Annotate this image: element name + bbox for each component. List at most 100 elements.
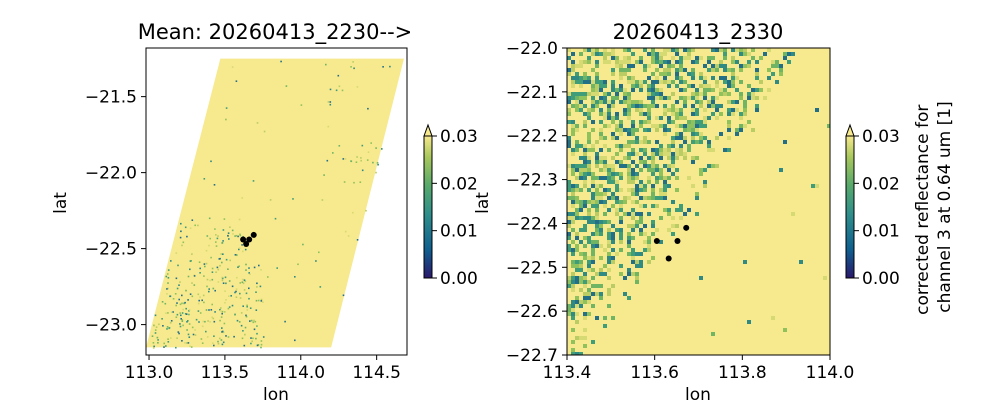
right-noise-pixel [755,60,759,64]
right-noise-pixel [583,284,587,288]
right-noise-pixel [675,148,679,152]
right-noise-pixel [703,168,707,172]
right-noise-pixel [583,104,587,108]
right-noise-pixel [651,196,655,200]
right-noise-pixel [567,136,571,140]
left-noise-pixel [256,344,259,347]
right-noise-pixel [611,132,615,136]
left-colorbar: 0.000.010.020.03 [423,123,478,289]
right-noise-pixel [591,176,595,180]
right-noise-pixel [571,132,575,136]
right-noise-pixel [595,204,599,208]
right-noise-pixel [659,196,663,200]
right-noise-pixel [579,300,583,304]
right-noise-pixel [655,76,659,80]
right-noise-pixel [611,316,615,320]
right-noise-pixel [611,260,615,264]
left-noise-pixel [356,239,359,241]
left-noise-pixel [205,249,208,252]
right-noise-pixel [599,156,603,160]
right-noise-pixel [615,180,619,184]
right-noise-pixel [747,60,751,64]
right-noise-pixel [691,184,695,188]
right-noise-pixel [599,148,603,152]
left-noise-pixel [221,327,223,329]
left-noise-pixel [166,326,169,328]
right-noise-pixel [583,112,587,116]
left-noise-pixel [197,293,200,296]
right-noise-pixel [655,152,659,156]
right-noise-pixel [607,232,611,236]
left-noise-pixel [300,104,303,106]
right-noise-pixel [643,104,647,108]
right-noise-pixel [591,256,595,260]
left-noise-pixel [186,329,188,331]
right-noise-pixel [619,188,623,192]
right-noise-pixel [567,216,571,220]
right-noise-pixel [631,124,635,128]
right-noise-pixel [643,204,647,208]
right-noise-pixel [635,276,639,280]
right-noise-pixel [639,148,643,152]
right-noise-pixel [595,60,599,64]
right-noise-pixel [603,200,607,204]
right-noise-pixel [579,64,583,68]
right-noise-pixel [647,128,651,132]
right-noise-pixel [583,60,587,64]
right-noise-pixel [663,164,667,168]
left-noise-pixel [186,342,188,344]
right-noise-pixel [611,196,615,200]
right-noise-pixel [595,156,599,160]
right-noise-pixel [647,116,651,120]
left-noise-pixel [194,329,196,331]
right-noise-pixel [579,104,583,108]
left-noise-pixel [217,281,220,283]
left-noise-pixel [347,235,350,237]
left-noise-pixel [215,245,218,247]
right-noise-pixel [631,192,635,196]
right-noise-pixel [651,168,655,172]
right-noise-pixel [583,160,587,164]
left-noise-pixel [207,320,209,322]
left-noise-pixel [212,342,214,344]
right-noise-pixel [631,252,635,256]
right-noise-pixel [771,72,775,76]
right-noise-pixel [567,232,571,236]
left-noise-pixel [209,279,211,282]
right-noise-pixel [707,104,711,108]
left-noise-pixel [176,313,179,316]
left-noise-pixel [269,199,272,201]
right-noise-pixel [635,100,639,104]
right-noise-pixel [671,232,675,236]
right-noise-pixel [623,88,627,92]
right-noise-pixel [607,240,611,244]
right-noise-pixel [711,88,715,92]
right-noise-pixel [679,88,683,92]
right-noise-pixel [579,352,583,355]
right-noise-pixel [567,112,571,116]
left-noise-pixel [294,276,296,278]
right-noise-pixel [599,176,603,180]
right-noise-pixel [659,124,663,128]
left-noise-pixel [318,251,320,254]
right-noise-pixel [655,92,659,96]
right-noise-pixel [743,112,747,116]
right-noise-pixel [699,172,703,176]
right-noise-pixel [579,172,583,176]
right-noise-pixel [627,92,631,96]
right-noise-pixel [739,116,743,120]
right-noise-pixel [627,224,631,228]
right-noise-pixel [579,80,583,84]
right-noise-pixel [727,120,731,124]
left-noise-pixel [239,297,242,299]
right-points [653,224,690,262]
right-noise-pixel [735,132,739,136]
right-noise-pixel [567,284,571,288]
right-noise-pixel [611,236,615,240]
right-noise-pixel [583,292,587,296]
right-noise-pixel [595,140,599,144]
right-noise-pixel [595,152,599,156]
right-noise-pixel [679,124,683,128]
left-noise-pixel [240,324,243,327]
right-noise-pixel [627,172,631,176]
